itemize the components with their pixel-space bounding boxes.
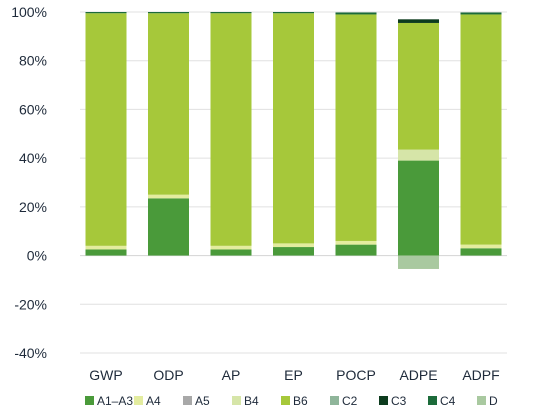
bar-adpf-c4 (460, 12, 502, 15)
y-tick-label: 100% (11, 4, 47, 20)
x-tick-label: GWP (89, 367, 122, 383)
legend-swatch-b6 (281, 396, 290, 405)
bar-pocp-c4 (335, 12, 377, 15)
bar-ep-a1-a3 (273, 247, 314, 256)
legend-label: D (489, 394, 498, 408)
legend-label: B4 (244, 394, 259, 408)
y-tick-label: -20% (14, 296, 47, 312)
bar-adpe-c3 (398, 19, 439, 23)
legend-swatch-d (477, 396, 486, 405)
bar-adpf-a4 (460, 244, 502, 249)
bar-ep-b6 (273, 13, 314, 244)
x-axis: GWP ODP AP EP POCP ADPE ADPF (89, 367, 499, 383)
legend-label: C4 (440, 394, 456, 408)
legend-label: A1–A3 (97, 394, 133, 408)
y-tick-label: 20% (19, 199, 47, 215)
legend-label: A5 (195, 394, 210, 408)
bar-odp-a4 (148, 194, 189, 199)
bar-odp-b6 (148, 13, 189, 195)
bar-pocp-a4 (335, 240, 377, 245)
y-tick-label: 0% (27, 248, 47, 264)
x-tick-label: ODP (153, 367, 183, 383)
bar-ap-c4 (210, 12, 252, 14)
legend-swatch-a1-a3 (85, 396, 94, 405)
bar-ap-a4 (210, 245, 252, 250)
legend-label: A4 (146, 394, 161, 408)
legend-label: C2 (342, 394, 358, 408)
x-tick-label: ADPE (399, 367, 437, 383)
bar-adpe-b4 (398, 149, 439, 161)
x-tick-label: AP (222, 367, 241, 383)
y-tick-label: -40% (14, 345, 47, 361)
legend-swatch-c2 (330, 396, 339, 405)
y-tick-label: 60% (19, 101, 47, 117)
bar-odp-a1-a3 (148, 198, 189, 256)
legend-swatch-c4 (428, 396, 437, 405)
legend-swatch-c3 (379, 396, 388, 405)
bar-gwp-a1-a3 (85, 249, 127, 256)
legend-swatch-a5 (183, 396, 192, 405)
y-tick-label: 80% (19, 53, 47, 69)
bars (85, 12, 502, 269)
legend: A1–A3 A4 A5 B4 B6 C2 C3 C4 D (85, 394, 498, 408)
x-tick-label: POCP (336, 367, 376, 383)
y-tick-label: 40% (19, 150, 47, 166)
bar-gwp-a4 (85, 245, 127, 250)
bar-gwp-b6 (85, 13, 127, 246)
bar-gwp-c4 (85, 12, 127, 14)
legend-swatch-b4 (232, 396, 241, 405)
bar-ap-a1-a3 (210, 249, 252, 256)
bar-pocp-a1-a3 (335, 244, 377, 256)
legend-label: C3 (391, 394, 407, 408)
bar-adpf-a1-a3 (460, 248, 502, 256)
legend-swatch-a4 (134, 396, 143, 405)
bar-adpe-d (398, 255, 439, 269)
bar-pocp-b6 (335, 14, 377, 241)
legend-label: B6 (293, 394, 308, 408)
bar-ap-b6 (210, 13, 252, 246)
x-tick-label: EP (284, 367, 303, 383)
bar-adpf-b6 (460, 14, 502, 245)
bar-odp-c4 (148, 12, 189, 14)
bar-adpe-b6 (398, 22, 439, 150)
x-tick-label: ADPF (462, 367, 499, 383)
bar-ep-c4 (273, 12, 314, 14)
y-axis: 100% 80% 60% 40% 20% 0% -20% -40% (11, 4, 47, 361)
bar-adpe-a1-a3 (398, 160, 439, 256)
bar-ep-a4 (273, 243, 314, 248)
